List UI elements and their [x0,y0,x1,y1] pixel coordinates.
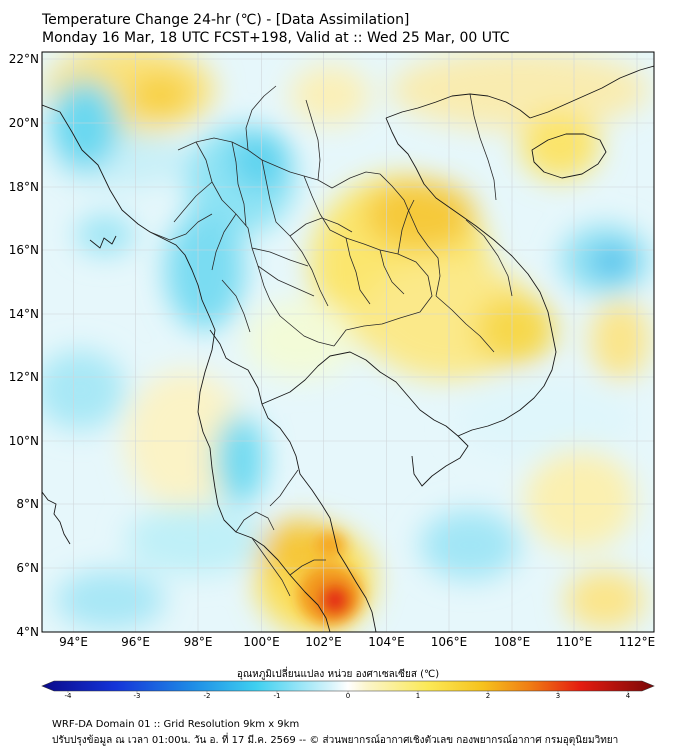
lat-label: 18°N [9,180,39,194]
colorbar-tick-label: -3 [133,692,141,700]
lon-label: 96°E [121,635,150,649]
lon-label: 106°E [431,635,468,649]
lon-label: 110°E [556,635,593,649]
colorbar-title: อุณหภูมิเปลี่ยนแปลง หน่วย องศาเซลเซียส (… [236,669,440,680]
colorbar-tick-label: 4 [625,692,631,700]
lon-label: 108°E [494,635,531,649]
lat-label: 20°N [9,116,39,130]
lon-label: 112°E [619,635,656,649]
temperature-field [42,52,654,632]
lat-label: 16°N [9,243,39,257]
lat-axis: 22°N 20°N 18°N 16°N 14°N 12°N 10°N 8°N 6… [9,52,39,639]
lat-label: 12°N [9,370,39,384]
lat-label: 6°N [16,561,39,575]
lon-label: 94°E [59,635,88,649]
colorbar-tick-label: -2 [203,692,211,700]
colorbar-tick-label: 0 [345,692,351,700]
footer-model-info: WRF-DA Domain 01 :: Grid Resolution 9km … [52,719,300,730]
lon-axis: 94°E 96°E 98°E 100°E 102°E 104°E 106°E 1… [59,635,655,649]
colorbar-ticks [67,691,629,693]
colorbar [41,680,655,692]
colorbar-tick-label: 1 [415,692,421,700]
lat-label: 10°N [9,434,39,448]
colorbar-tick-label: 3 [555,692,561,700]
colorbar-tick-label: 2 [485,692,491,700]
lat-label: 8°N [16,497,39,511]
map-frame [41,51,655,633]
colorbar-tick-label: -1 [273,692,281,700]
footer-credit: ปรับปรุงข้อมูล ณ เวลา 01:00น. วัน อ. ที่… [52,735,619,746]
lon-label: 98°E [184,635,213,649]
coastlines [42,65,654,632]
lat-label: 4°N [16,625,39,639]
admin-borders [149,85,513,597]
lat-label: 22°N [9,52,39,66]
lat-label: 14°N [9,307,39,321]
map-title: Temperature Change 24-hr (℃) - [Data Ass… [42,12,410,28]
colorbar-tick-label: -4 [64,692,72,700]
lon-label: 102°E [305,635,342,649]
lon-label: 104°E [368,635,405,649]
lon-label: 100°E [243,635,280,649]
map-subtitle: Monday 16 Mar, 18 UTC FCST+198, Valid at… [42,30,510,46]
